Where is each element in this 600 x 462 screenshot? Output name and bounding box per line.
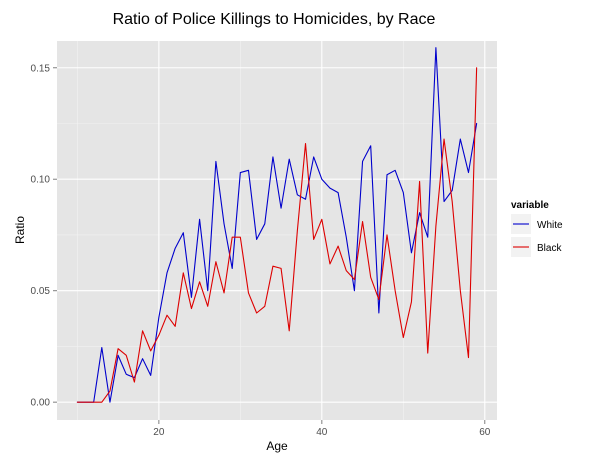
series-line-black <box>76 67 478 403</box>
x-tick-label-2: 60 <box>479 427 491 438</box>
y-tick-label-3: 0.15 <box>31 63 51 74</box>
legend: variable White Black <box>511 200 563 257</box>
y-tick-label-0: 0.00 <box>31 398 51 409</box>
x-axis: 20 40 60 <box>153 420 491 438</box>
series-layer <box>76 47 478 403</box>
x-tick-label-1: 40 <box>316 427 328 438</box>
legend-title: variable <box>511 200 549 211</box>
y-tick-label-1: 0.05 <box>31 286 51 297</box>
y-axis: 0.00 0.05 0.10 0.15 <box>31 63 57 409</box>
series-line-white <box>76 47 478 403</box>
y-tick-label-2: 0.10 <box>31 175 51 186</box>
legend-key-white <box>511 214 531 234</box>
grid-minor <box>57 41 497 420</box>
legend-label-black: Black <box>537 243 562 254</box>
legend-label-white: White <box>537 220 563 231</box>
x-tick-label-0: 20 <box>153 427 165 438</box>
grid-major <box>57 41 497 420</box>
y-axis-title: Ratio <box>13 216 27 244</box>
legend-key-black <box>511 237 531 257</box>
plot-panel <box>57 41 497 420</box>
chart-title: Ratio of Police Killings to Homicides, b… <box>113 11 436 28</box>
x-axis-title: Age <box>266 439 288 453</box>
